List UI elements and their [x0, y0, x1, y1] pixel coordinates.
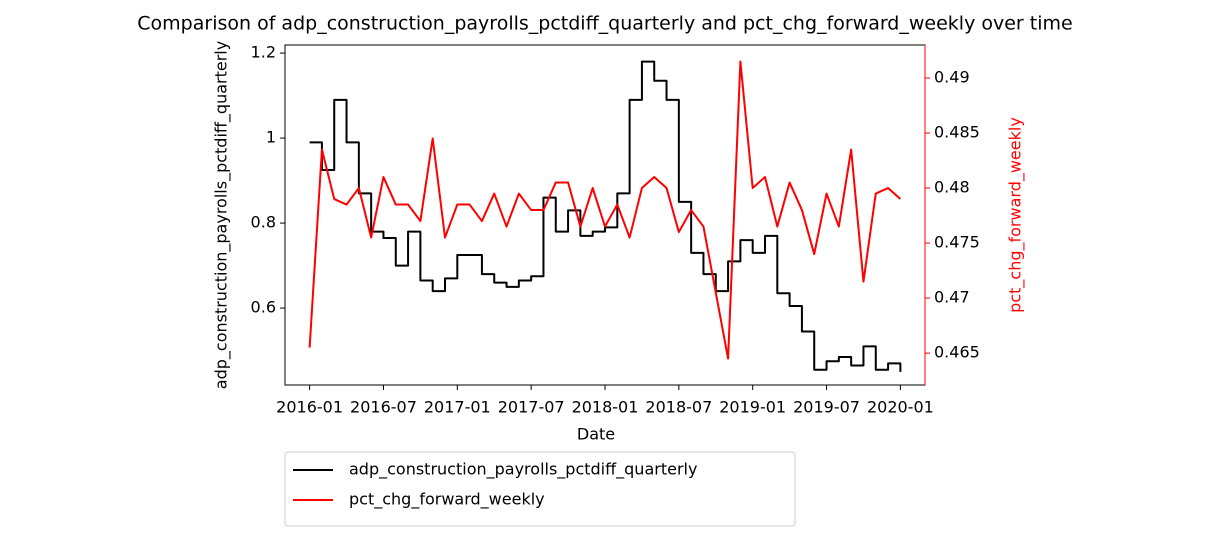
- y-axis-label: adp_construction_payrolls_pctdiff_quarte…: [212, 41, 232, 389]
- chart-title: Comparison of adp_construction_payrolls_…: [137, 13, 1072, 35]
- x-tick-label: 2017-07: [498, 398, 565, 417]
- y2-tick-label: 0.49: [934, 68, 970, 87]
- series-line: [309, 60, 902, 372]
- x-tick-label: 2018-01: [572, 398, 639, 417]
- y-tick-label: 1: [266, 128, 276, 147]
- plot-frame: [284, 44, 926, 386]
- series-line: [308, 60, 902, 360]
- y2-tick-label: 0.465: [934, 343, 980, 362]
- x-tick-label: 2017-01: [424, 398, 491, 417]
- y2-tick-label: 0.475: [934, 233, 980, 252]
- y2-tick-label: 0.485: [934, 123, 980, 142]
- legend-box: [284, 451, 796, 527]
- y2-axis-label: pct_chg_forward_weekly: [1006, 117, 1026, 313]
- y2-tick-label: 0.48: [934, 178, 970, 197]
- x-axis-label: Date: [577, 425, 615, 444]
- y-tick-label: 0.6: [251, 298, 276, 317]
- x-tick-label: 2020-01: [867, 398, 934, 417]
- y-tick-label: 0.8: [251, 213, 276, 232]
- x-tick-label: 2019-01: [719, 398, 786, 417]
- legend-label: pct_chg_forward_weekly: [349, 490, 545, 510]
- x-tick-label: 2018-07: [645, 398, 712, 417]
- y-tick-label: 1.2: [251, 43, 276, 62]
- x-tick-label: 2016-07: [350, 398, 417, 417]
- x-tick-label: 2019-07: [793, 398, 860, 417]
- y2-tick-label: 0.47: [934, 288, 970, 307]
- x-tick-label: 2016-01: [276, 398, 343, 417]
- legend-label: adp_construction_payrolls_pctdiff_quarte…: [349, 460, 697, 480]
